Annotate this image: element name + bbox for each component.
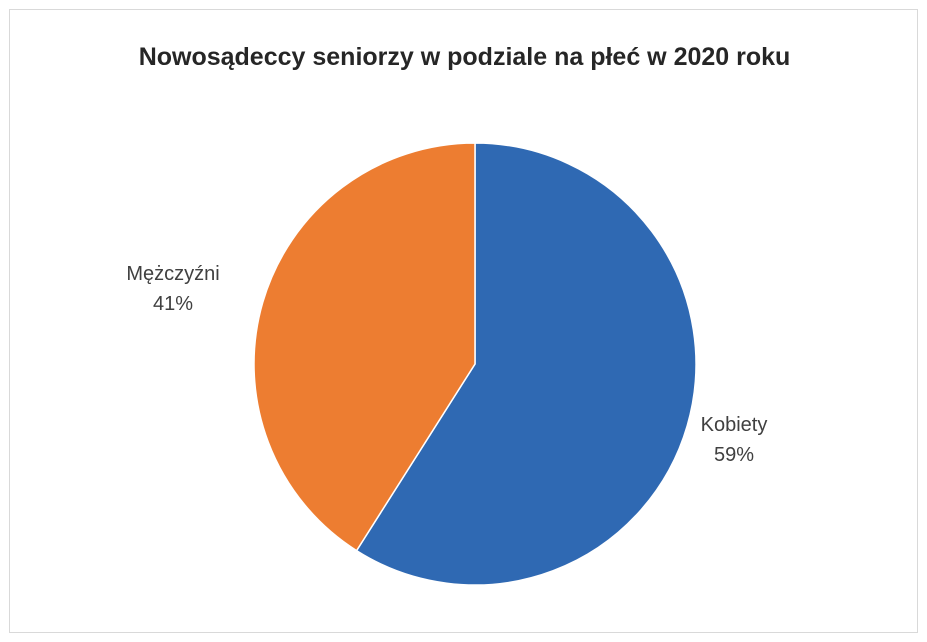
data-label-name: Kobiety bbox=[701, 414, 768, 436]
chart-title: Nowosądeccy seniorzy w podziale na płeć … bbox=[138, 43, 791, 71]
pie-slice-m-czy-ni bbox=[253, 142, 476, 552]
pie-chart: Kobiety 59% Mężczyźni 41% bbox=[126, 142, 768, 586]
data-label-name: Mężczyźni bbox=[126, 263, 219, 285]
data-label-percent: 59% bbox=[714, 444, 754, 466]
data-label-percent: 41% bbox=[153, 293, 193, 315]
chart-area: Nowosądeccy seniorzy w podziale na płeć … bbox=[9, 9, 918, 633]
pie-slice-kobiety bbox=[355, 142, 697, 586]
